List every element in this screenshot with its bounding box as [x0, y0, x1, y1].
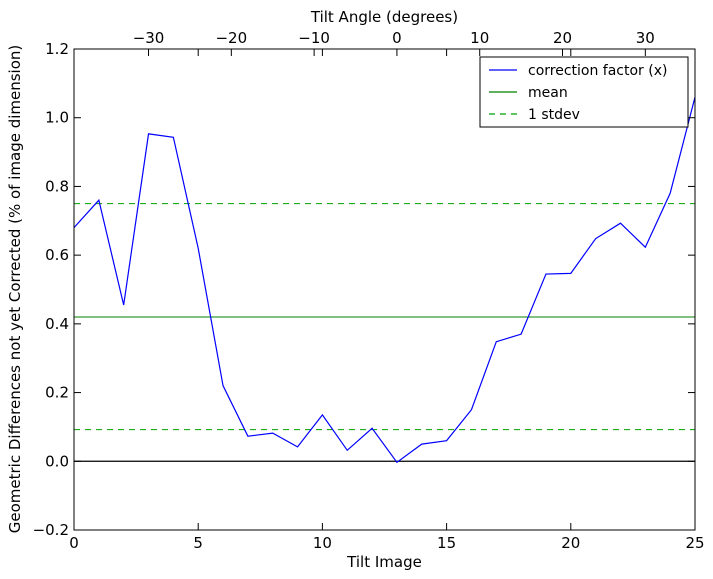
x-tick-label: 5: [193, 534, 203, 552]
y-tick-label: 0.4: [45, 315, 69, 333]
y-tick-label: 1.0: [45, 109, 69, 127]
series-line-correction-factor: [74, 96, 695, 464]
y-tick-label: 0.0: [45, 452, 69, 470]
top-tick-label: 0: [392, 29, 402, 47]
top-tick-label: 20: [553, 29, 572, 47]
top-tick-label: 30: [636, 29, 655, 47]
x-tick-label: 25: [685, 534, 704, 552]
legend-label-mean: mean: [528, 85, 568, 101]
plot-frame: [73, 48, 696, 531]
axes: 0 5 10 15 20 25 −30 −20 −10 0 10 20 30 −0.2 0.0 0.2 0.4 0…: [33, 29, 705, 552]
legend-label-correction: correction factor (x): [528, 63, 667, 79]
plot-area: [74, 96, 695, 464]
top-axis-title: Tilt Angle (degrees): [310, 8, 458, 26]
top-tick-label: −30: [133, 29, 165, 47]
y-tick-label: −0.2: [33, 521, 69, 539]
top-tick-label: −10: [298, 29, 330, 47]
x-tick-label: 0: [69, 534, 79, 552]
x-tick-label: 20: [561, 534, 580, 552]
y-tick-label: 0.2: [45, 384, 69, 402]
y-tick-label: 0.6: [45, 246, 69, 264]
x-axis-title: Tilt Image: [346, 553, 422, 571]
x-tick-label: 10: [313, 534, 332, 552]
y-tick-label: 0.8: [45, 177, 69, 195]
y-tick-label: 1.2: [45, 40, 69, 58]
top-tick-label: −20: [215, 29, 247, 47]
y-axis-title: Geometric Differences not yet Corrected …: [6, 45, 24, 534]
top-tick-label: 10: [470, 29, 489, 47]
x-tick-label: 15: [437, 534, 456, 552]
legend-label-stdev: 1 stdev: [528, 107, 580, 123]
legend: correction factor (x) mean 1 stdev: [479, 56, 689, 128]
